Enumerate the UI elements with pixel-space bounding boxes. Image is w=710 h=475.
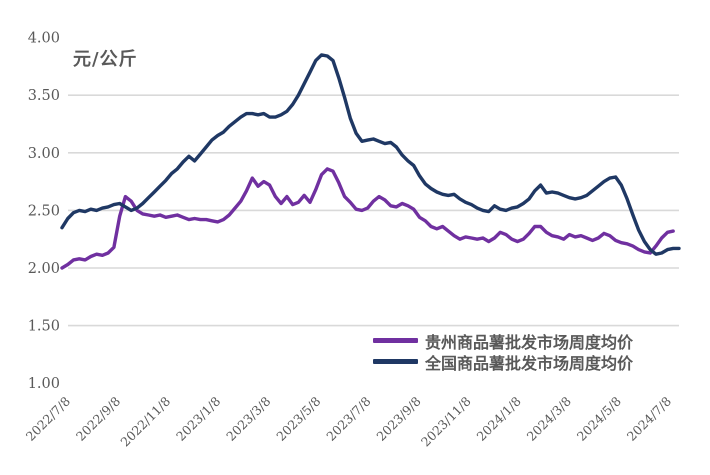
y-axis-label: 2.50 xyxy=(28,203,60,219)
x-axis-label: 2023/7/8 xyxy=(323,393,373,443)
y-axis-label: 2.00 xyxy=(28,261,60,277)
chart-legend: 贵州商品薯批发市场周度均价 全国商品薯批发市场周度均价 xyxy=(373,330,634,373)
y-axis-label: 3.00 xyxy=(28,146,60,162)
legend-item-national: 全国商品薯批发市场周度均价 xyxy=(373,351,634,373)
legend-label-guizhou: 贵州商品薯批发市场周度均价 xyxy=(425,332,634,352)
x-axis-label: 2024/1/8 xyxy=(474,393,524,443)
series-line-national xyxy=(60,53,681,256)
x-axis-label: 2023/9/8 xyxy=(373,393,423,443)
x-axis-label: 2024/3/8 xyxy=(524,393,574,443)
x-axis-label: 2024/7/8 xyxy=(624,393,674,443)
series-line-guizhou xyxy=(60,167,675,270)
x-axis-label: 2024/5/8 xyxy=(574,393,624,443)
y-axis-label: 3.50 xyxy=(28,88,60,104)
legend-swatch-guizhou xyxy=(373,338,418,343)
x-axis-label: 2023/5/8 xyxy=(273,393,323,443)
x-axis-label: 2023/1/8 xyxy=(173,393,223,443)
x-axis-label: 2022/11/8 xyxy=(117,393,173,449)
y-axis-unit-label: 元/公斤 xyxy=(73,49,138,70)
legend-swatch-national xyxy=(373,359,418,364)
x-axis-label: 2023/11/8 xyxy=(418,393,474,449)
y-axis-label: 4.00 xyxy=(28,31,60,47)
legend-label-national: 全国商品薯批发市场周度均价 xyxy=(425,353,634,373)
y-axis-label: 1.00 xyxy=(28,376,60,392)
y-axis-label: 1.50 xyxy=(28,319,60,335)
x-axis-label: 2022/9/8 xyxy=(73,393,123,443)
x-axis-label: 2022/7/8 xyxy=(23,393,73,443)
legend-item-guizhou: 贵州商品薯批发市场周度均价 xyxy=(373,330,634,352)
x-axis-label: 2023/3/8 xyxy=(223,393,273,443)
